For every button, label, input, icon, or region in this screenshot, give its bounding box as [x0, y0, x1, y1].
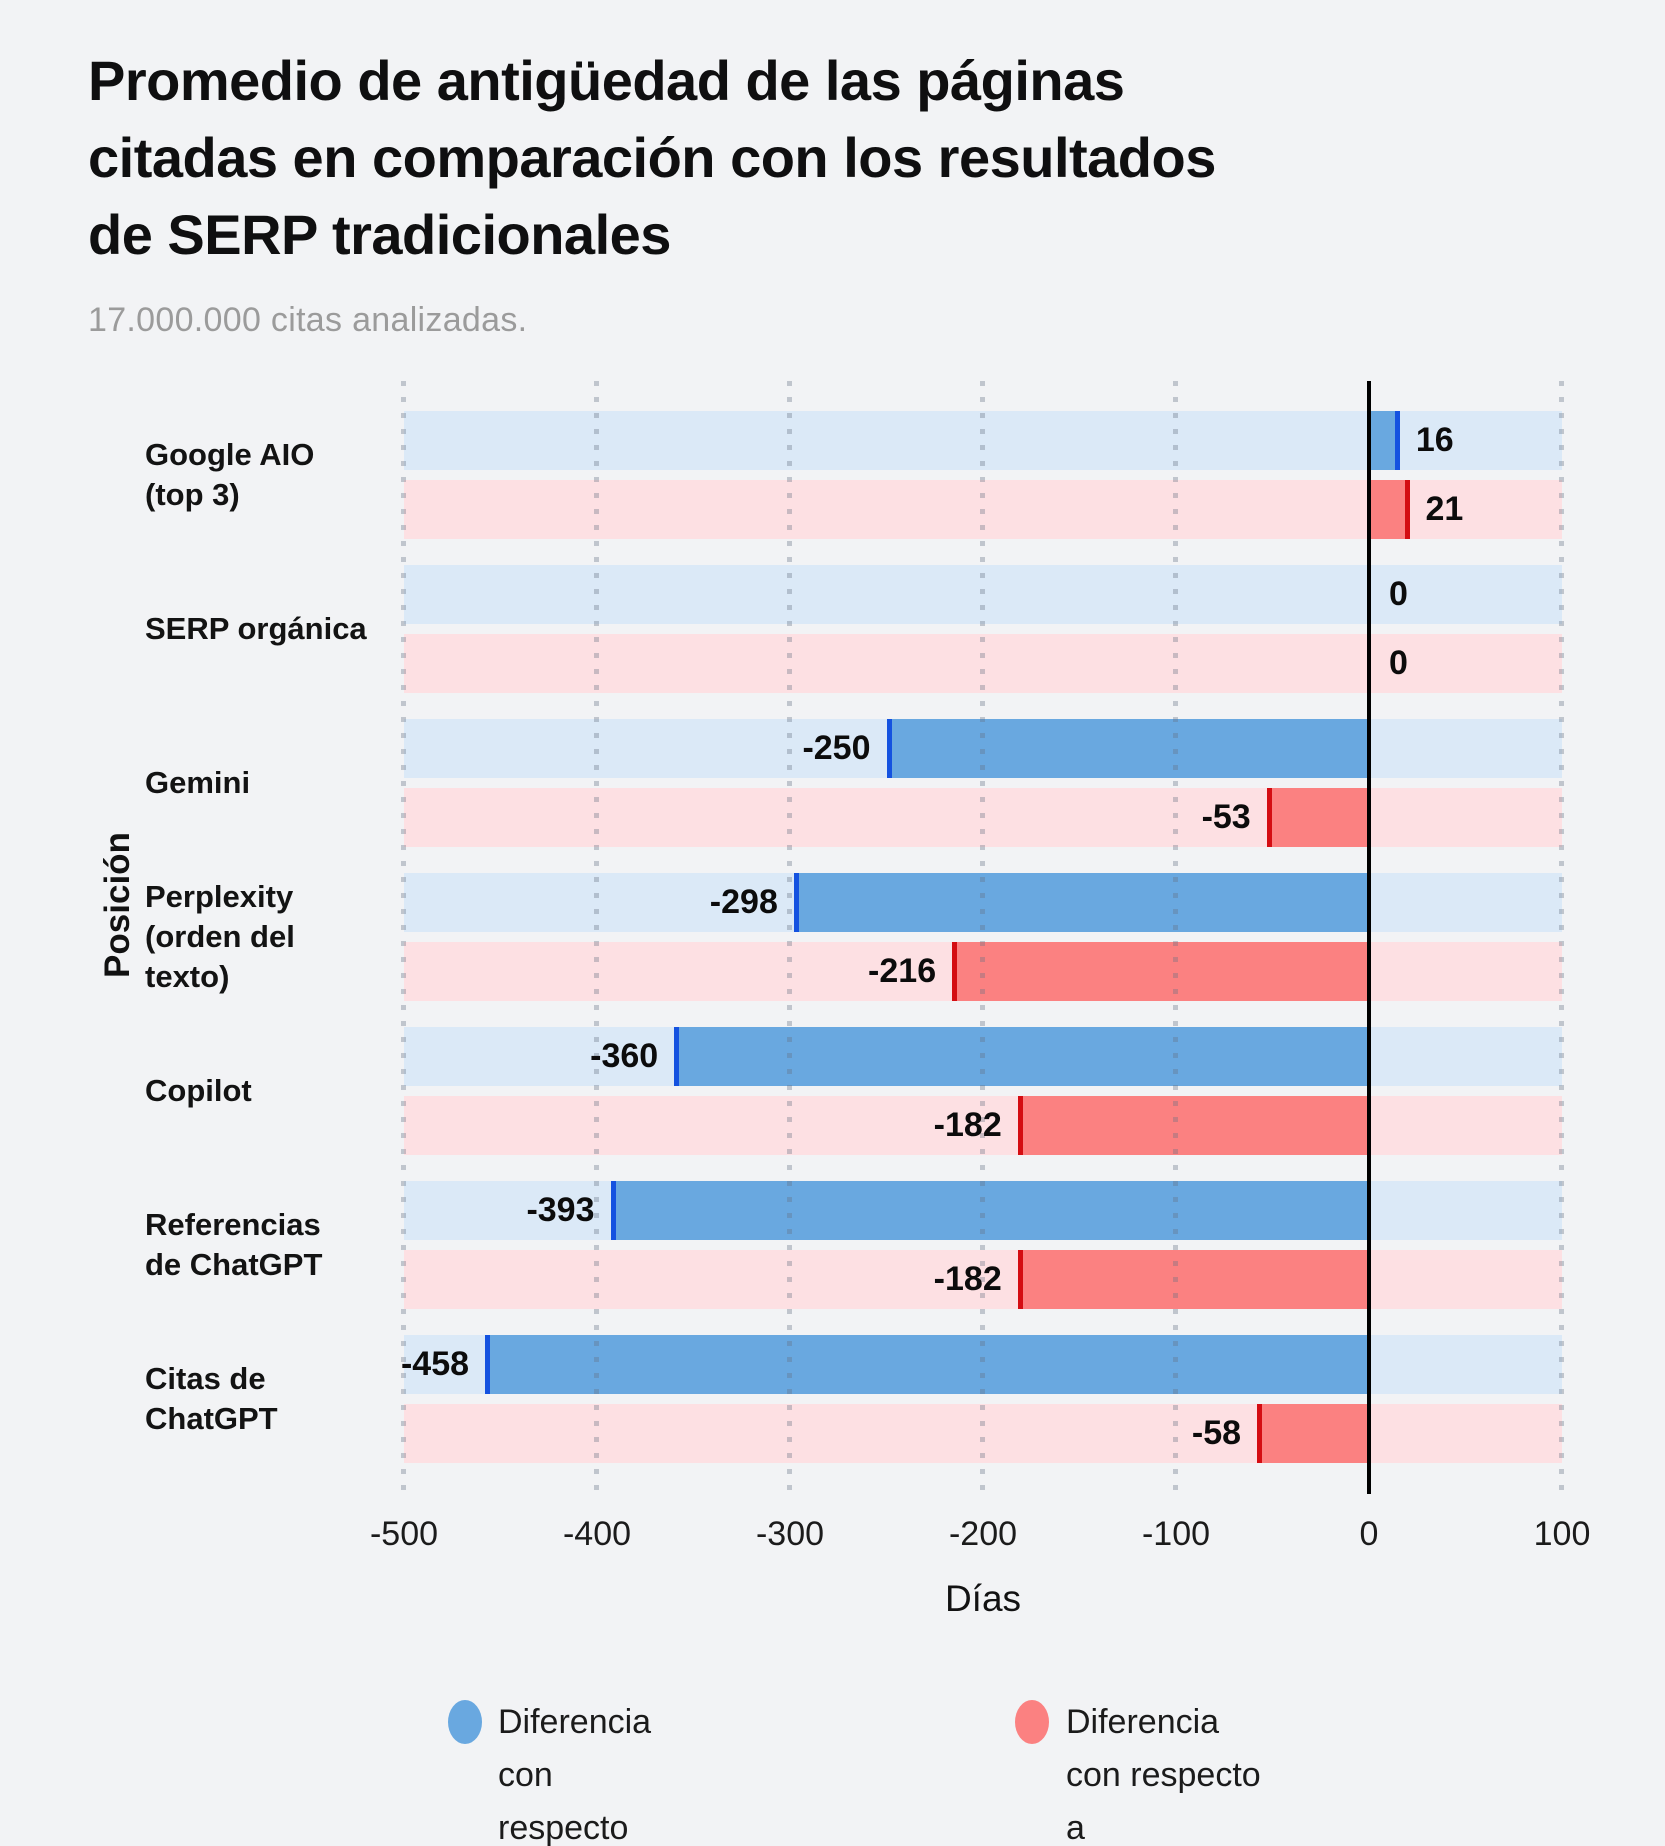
x-axis-title: Días [944, 1578, 1022, 1619]
bar-actualizado [1369, 480, 1410, 539]
bar-actualizado [952, 942, 1369, 1001]
legend-swatch-actualizado [1015, 1700, 1049, 1744]
chart-title: Promedio de antigüedad de las páginas ci… [88, 49, 1216, 266]
category-label: Copilot [145, 1073, 252, 1108]
value-label-actualizado: -53 [1201, 798, 1251, 836]
x-tick-label: -400 [562, 1514, 632, 1553]
bar-actualizado [1257, 1404, 1369, 1463]
category-label: Perplexity (orden del texto) [145, 879, 295, 994]
grid-line [787, 381, 792, 1494]
grid-line [594, 381, 599, 1494]
x-tick-label: -300 [755, 1514, 825, 1553]
value-label-actualizado: 21 [1425, 490, 1464, 528]
bar-edge-publicado [1394, 411, 1400, 470]
category-label: Gemini [145, 765, 251, 800]
category-label: Google AIO (top 3) [145, 437, 315, 512]
x-tick-label: 100 [1533, 1514, 1591, 1553]
x-tick-label: -100 [1141, 1514, 1211, 1553]
bar-publicado [793, 873, 1369, 932]
category-label: SERP orgánica [145, 611, 367, 646]
grid-line [1173, 381, 1178, 1494]
value-label-actualizado: -58 [1191, 1414, 1242, 1452]
value-label-publicado: -298 [709, 883, 778, 921]
value-label-publicado: -393 [526, 1191, 595, 1229]
bar-edge-publicado [793, 873, 799, 932]
value-label-actualizado: -216 [868, 952, 937, 990]
value-label-actualizado: 0 [1389, 644, 1408, 682]
bar-edge-actualizado [952, 942, 958, 1001]
bar-publicado [886, 719, 1369, 778]
bar-edge-publicado [485, 1335, 491, 1394]
bar-edge-publicado [886, 719, 892, 778]
category-label: Citas de ChatGPT [145, 1361, 278, 1436]
bar-publicado [610, 1181, 1369, 1240]
category-label: Referencias de ChatGPT [145, 1207, 323, 1282]
bar-edge-actualizado [1266, 788, 1272, 847]
value-label-publicado: 16 [1415, 421, 1454, 459]
bar-edge-actualizado [1404, 480, 1410, 539]
legend-swatch-publicado [448, 1700, 482, 1744]
chart-subtitle: 17.000.000 citas analizadas. [88, 301, 528, 339]
zero-axis-line [1367, 381, 1371, 1494]
value-label-actualizado: -182 [933, 1260, 1002, 1298]
legend-label-actualizado: Diferencia con respecto a SERP orgánica … [1066, 1703, 1261, 1846]
bar-actualizado [1017, 1250, 1369, 1309]
value-label-publicado: -250 [802, 729, 871, 767]
grid-line [980, 381, 985, 1494]
value-label-actualizado: -182 [933, 1106, 1002, 1144]
bar-edge-publicado [674, 1027, 680, 1086]
bar-publicado [1369, 411, 1400, 470]
value-label-publicado: -360 [590, 1037, 659, 1075]
bar-actualizado [1017, 1096, 1369, 1155]
grid-line [401, 381, 406, 1494]
grid-line [1559, 381, 1564, 1494]
bar-edge-actualizado [1017, 1096, 1023, 1155]
bar-edge-publicado [610, 1181, 616, 1240]
value-label-publicado: -458 [400, 1345, 470, 1383]
x-tick-label: -200 [948, 1514, 1018, 1553]
bar-publicado [485, 1335, 1369, 1394]
x-tick-label: 0 [1359, 1514, 1379, 1553]
value-label-publicado: 0 [1389, 575, 1408, 613]
bar-edge-actualizado [1257, 1404, 1263, 1463]
legend-label-publicado: Diferencia con respecto a SERP orgánica … [498, 1703, 652, 1846]
x-tick-label: -500 [369, 1514, 439, 1553]
bar-publicado [674, 1027, 1369, 1086]
y-axis-title: Posición [98, 832, 137, 978]
bar-actualizado [1266, 788, 1369, 847]
bar-edge-actualizado [1017, 1250, 1023, 1309]
